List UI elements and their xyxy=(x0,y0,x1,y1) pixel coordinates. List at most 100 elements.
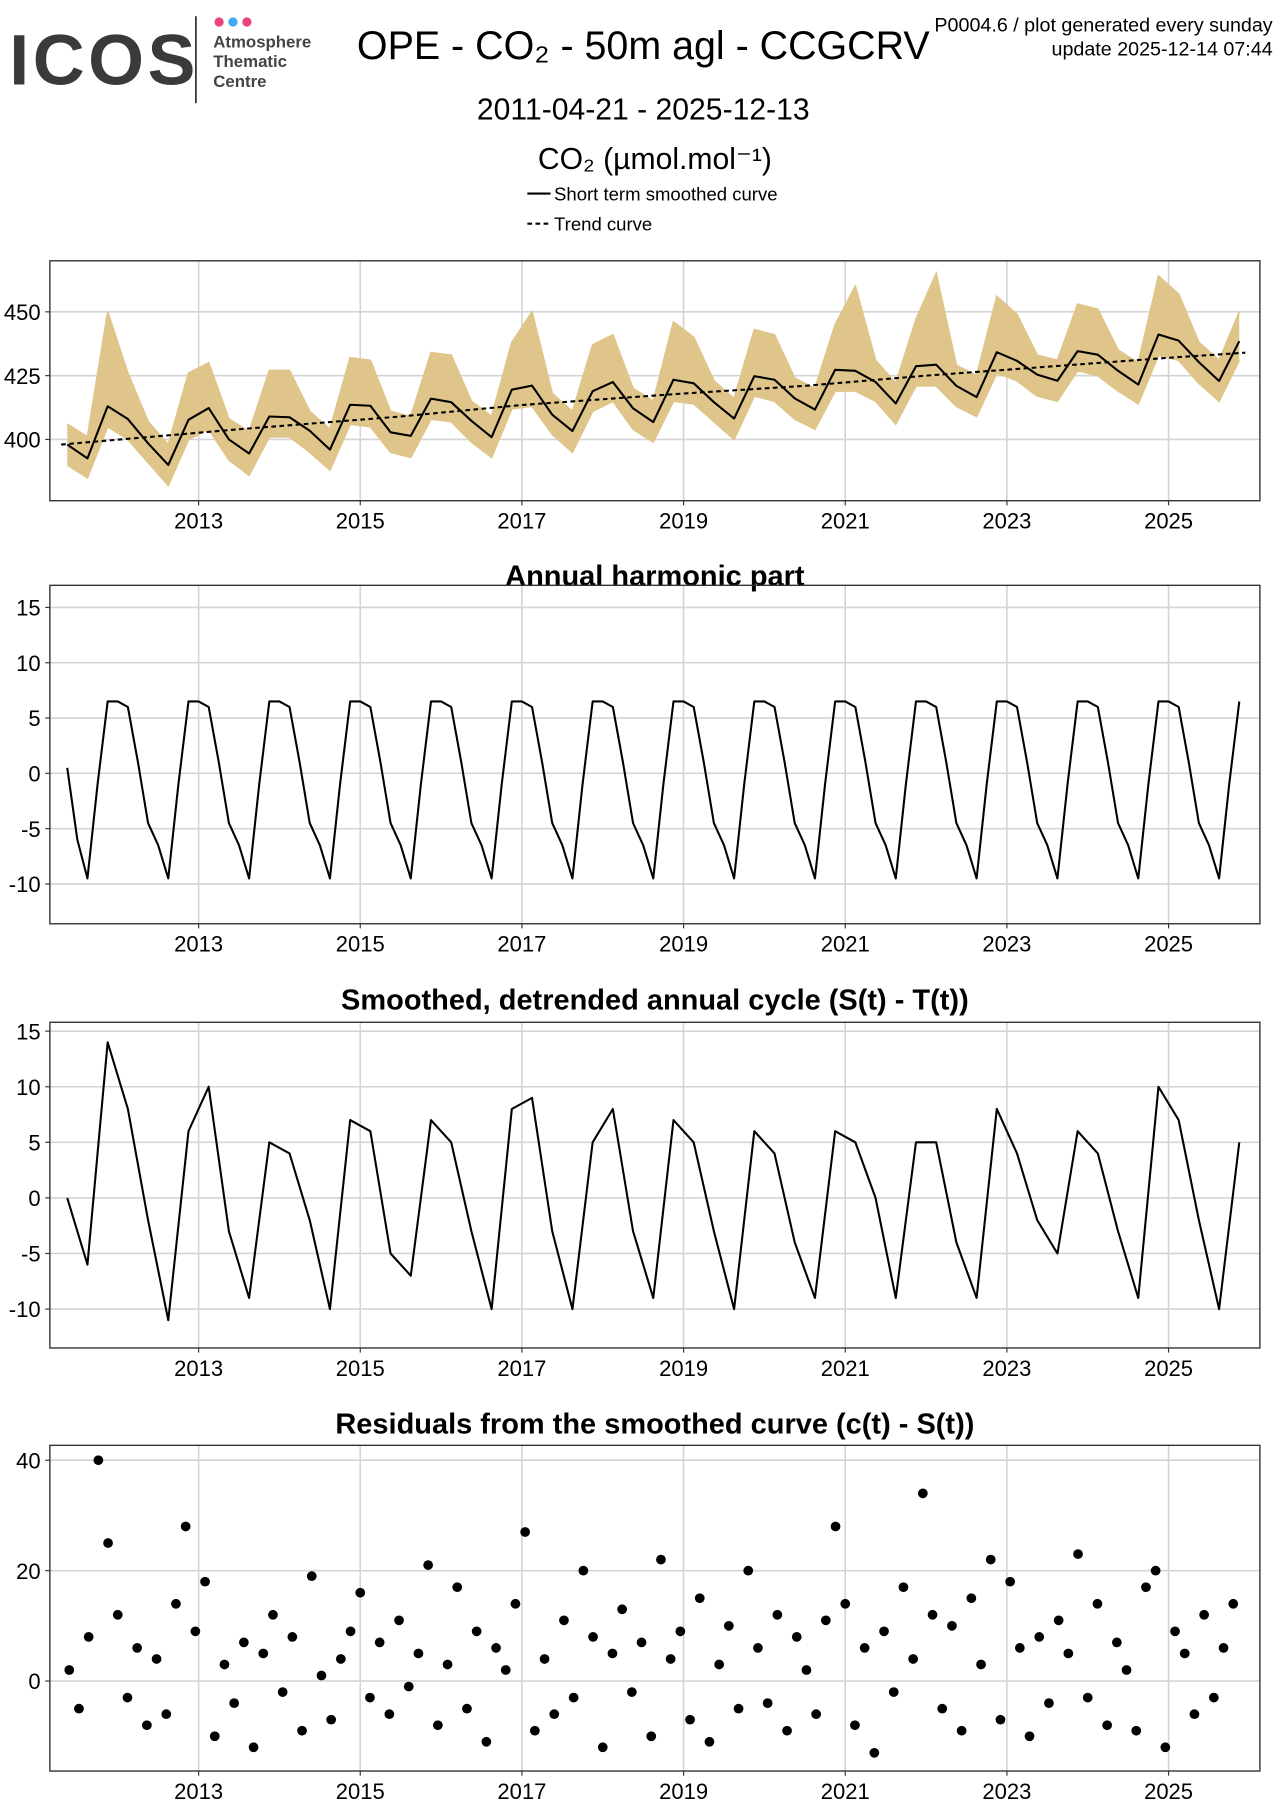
y-tick-label: 400 xyxy=(4,428,41,453)
residual-point xyxy=(801,1665,812,1675)
residual-point xyxy=(811,1709,822,1720)
residual-point xyxy=(112,1609,123,1620)
residual-point xyxy=(1179,1648,1190,1659)
residual-point xyxy=(607,1648,618,1659)
residual-point xyxy=(1034,1632,1045,1642)
x-tick-label: 2013 xyxy=(174,1356,223,1381)
residual-point xyxy=(626,1687,637,1697)
residual-point xyxy=(859,1643,870,1653)
residual-point xyxy=(345,1626,356,1637)
residual-point xyxy=(1092,1598,1103,1609)
x-tick-label: 2017 xyxy=(497,1356,546,1381)
x-tick-label: 2013 xyxy=(174,509,223,534)
x-tick-label: 2025 xyxy=(1144,932,1193,957)
residual-point xyxy=(733,1703,744,1714)
residual-point xyxy=(171,1598,181,1609)
residual-point xyxy=(820,1615,831,1626)
x-tick-label: 2019 xyxy=(659,932,708,957)
residual-point xyxy=(850,1720,860,1731)
residual-point xyxy=(510,1598,521,1609)
x-tick-label: 2017 xyxy=(497,509,546,534)
y-tick-label: -5 xyxy=(21,1242,41,1267)
y-tick-label: 15 xyxy=(16,1019,41,1044)
period: 2011-04-21 - 2025-12-13 xyxy=(477,93,810,126)
residual-point xyxy=(956,1725,967,1736)
residual-point xyxy=(423,1560,434,1570)
residual-point xyxy=(500,1665,511,1675)
residual-point xyxy=(995,1714,1006,1725)
residual-point xyxy=(481,1736,492,1747)
y-tick-label: 0 xyxy=(28,761,40,786)
residual-point xyxy=(714,1659,725,1670)
residual-point xyxy=(559,1615,569,1626)
residual-point xyxy=(830,1521,841,1532)
residual-point xyxy=(1121,1665,1132,1675)
logo-dot xyxy=(242,17,252,27)
residual-point xyxy=(1063,1648,1074,1659)
residual-point xyxy=(1053,1615,1064,1626)
residual-point xyxy=(1228,1598,1239,1609)
raw-band-edge xyxy=(66,270,1241,447)
y-tick-label: 40 xyxy=(16,1448,41,1473)
y-tick-label: 5 xyxy=(28,706,40,731)
residual-point xyxy=(335,1654,346,1664)
x-tick-label: 2013 xyxy=(174,932,223,957)
x-tick-label: 2025 xyxy=(1144,1779,1193,1800)
panel-title: Annual harmonic part xyxy=(505,560,805,592)
residual-point xyxy=(529,1725,540,1736)
x-tick-label: 2023 xyxy=(982,1779,1031,1800)
residual-point xyxy=(694,1593,705,1604)
residual-point xyxy=(1218,1643,1229,1653)
residual-point xyxy=(520,1527,531,1537)
residual-point xyxy=(248,1742,259,1753)
residual-point xyxy=(209,1731,220,1742)
y-tick-label: -10 xyxy=(9,1297,41,1322)
residual-point xyxy=(374,1637,385,1648)
x-tick-label: 2023 xyxy=(982,1356,1031,1381)
raw-band-edge xyxy=(66,354,1241,487)
residual-point xyxy=(636,1637,647,1648)
x-tick-label: 2015 xyxy=(336,1779,385,1800)
residual-point xyxy=(64,1665,75,1675)
residual-point xyxy=(888,1687,899,1697)
residual-point xyxy=(782,1725,792,1736)
residual-point xyxy=(132,1643,143,1653)
y-tick-label: 0 xyxy=(28,1186,40,1211)
x-tick-label: 2021 xyxy=(821,932,870,957)
residual-point xyxy=(1044,1698,1054,1708)
y-tick-label: 10 xyxy=(16,1075,41,1100)
residual-point xyxy=(539,1654,550,1664)
plot-frame xyxy=(49,260,1261,502)
residual-point xyxy=(432,1720,443,1731)
residual-point xyxy=(617,1604,628,1615)
series-line xyxy=(66,700,1241,880)
x-tick-label: 2025 xyxy=(1144,509,1193,534)
residual-point xyxy=(83,1632,94,1642)
residual-point xyxy=(93,1455,104,1466)
residual-point xyxy=(966,1593,977,1604)
residual-point xyxy=(316,1670,327,1681)
x-tick-label: 2015 xyxy=(336,1356,385,1381)
residual-point xyxy=(762,1698,773,1708)
residual-point xyxy=(578,1565,589,1576)
residual-point xyxy=(1005,1576,1016,1587)
y-tick-label: -10 xyxy=(9,872,41,897)
residual-point xyxy=(74,1703,84,1714)
residual-point xyxy=(840,1598,851,1609)
residual-point xyxy=(1024,1731,1035,1742)
residual-point xyxy=(1111,1637,1122,1648)
residual-point xyxy=(297,1725,307,1736)
x-tick-label: 2019 xyxy=(659,1356,708,1381)
logo-org: Thematic xyxy=(213,52,287,71)
plot-background xyxy=(49,260,1260,501)
plot-frame xyxy=(49,584,1261,925)
residual-point xyxy=(869,1747,880,1758)
residual-point xyxy=(772,1609,783,1620)
residual-point xyxy=(879,1626,889,1637)
panel-title: CO₂ (µmol.mol⁻¹) xyxy=(538,143,772,176)
residual-point xyxy=(491,1643,501,1653)
y-tick-label: 425 xyxy=(4,364,41,389)
residual-point xyxy=(908,1654,919,1664)
y-tick-label: 5 xyxy=(28,1130,40,1155)
